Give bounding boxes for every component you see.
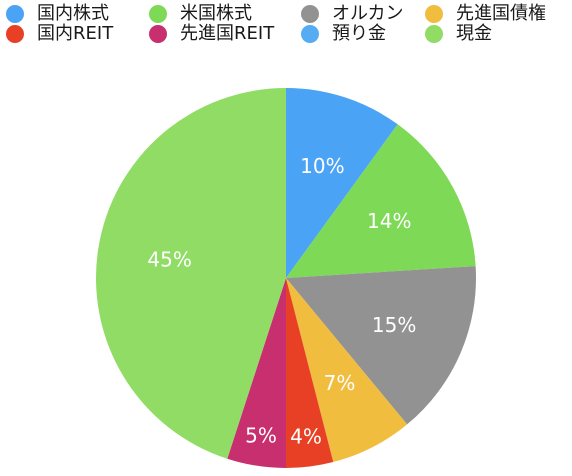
legend-label: 国内REIT <box>37 23 114 44</box>
pie-slice-label: 7% <box>324 371 356 395</box>
pie-slice <box>286 88 398 278</box>
legend-swatch <box>301 5 319 23</box>
legend-item-deposits: 預り金 <box>301 22 386 46</box>
pie-slice <box>286 278 334 468</box>
legend-item-cash: 現金 <box>425 22 492 46</box>
legend-swatch <box>149 25 167 43</box>
pie-slice-label: 14% <box>367 209 411 233</box>
legend-label: 米国株式 <box>180 3 252 24</box>
legend-swatch <box>6 25 24 43</box>
legend-label: 預り金 <box>332 23 386 44</box>
pie-slice <box>286 278 408 463</box>
pie-slice <box>227 278 286 468</box>
legend-label: 現金 <box>456 23 492 44</box>
legend-label: 国内株式 <box>37 3 109 24</box>
legend-item-developed-reit: 先進国REIT <box>149 22 274 46</box>
pie-slices <box>95 88 477 468</box>
legend-swatch <box>425 5 443 23</box>
legend-label: オルカン <box>332 3 404 24</box>
legend-item-domestic-reit: 国内REIT <box>6 22 113 46</box>
legend-swatch <box>425 25 443 43</box>
pie-slice-label: 4% <box>290 424 322 448</box>
pie-labels: 10% 14% 15% 7% 4% 5% 45% <box>147 154 416 448</box>
pie-slice-label: 45% <box>147 248 191 272</box>
legend-item-all-country: オルカン <box>301 2 403 26</box>
legend-label: 先進国REIT <box>180 23 275 44</box>
legend-item-us-stocks: 米国株式 <box>149 2 252 26</box>
legend-item-domestic-stocks: 国内株式 <box>6 2 109 26</box>
legend-item-developed-bonds: 先進国債権 <box>425 2 546 26</box>
pie-slice-label: 15% <box>372 313 416 337</box>
legend-swatch <box>6 5 24 23</box>
pie-slice-label: 10% <box>300 154 344 178</box>
pie-slice <box>286 266 477 425</box>
pie-slice <box>286 124 476 278</box>
legend-swatch <box>149 5 167 23</box>
pie-slice-label: 5% <box>245 424 277 448</box>
legend-label: 先進国債権 <box>456 3 546 24</box>
legend-swatch <box>301 25 319 43</box>
pie-slice <box>95 88 286 459</box>
